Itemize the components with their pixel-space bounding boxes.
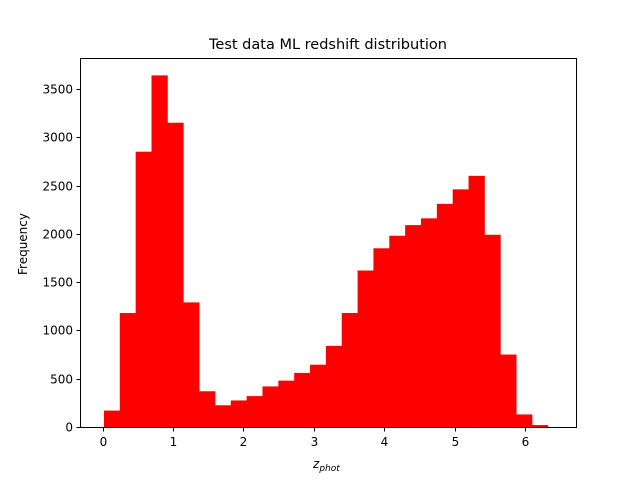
- y-tick-label: 3000: [42, 131, 73, 145]
- y-tick-label: 1500: [42, 276, 73, 290]
- y-tick-label: 1000: [42, 324, 73, 338]
- histogram-bar: [167, 122, 184, 427]
- histogram-bar: [246, 396, 263, 427]
- y-tick-label: 0: [65, 421, 73, 435]
- histogram-bar: [103, 410, 121, 427]
- x-axis-label-main: z: [312, 457, 320, 471]
- histogram-bar: [214, 405, 232, 427]
- y-axis-label: Frequency: [16, 213, 30, 275]
- histogram-bar: [436, 203, 454, 427]
- x-tick-label: 6: [522, 435, 530, 449]
- y-tick-label: 500: [50, 373, 73, 387]
- histogram-bar: [294, 372, 311, 427]
- x-tick-label: 0: [100, 435, 108, 449]
- histogram-bar: [484, 234, 501, 427]
- histogram-bar: [357, 270, 374, 427]
- histogram-bar: [389, 235, 406, 427]
- y-tick-label: 2500: [42, 180, 73, 194]
- histogram-bar: [199, 391, 216, 427]
- y-tick-label: 2000: [42, 228, 73, 242]
- histogram-bar: [452, 189, 469, 427]
- x-tick-label: 2: [240, 435, 248, 449]
- histogram-bar: [278, 380, 295, 427]
- histogram-bar: [405, 225, 422, 427]
- axes: 0 1 2 3 4 5 6 0 500 1000 1500 2000 2500 3000 3500: [42, 58, 577, 449]
- chart-title: Test data ML redshift distribution: [208, 37, 447, 53]
- histogram-bar: [421, 218, 438, 427]
- x-axis-label-subscript: phot: [318, 464, 340, 474]
- plot-frame: [80, 58, 577, 428]
- histogram-bar: [310, 364, 327, 427]
- histogram-bar: [373, 248, 390, 427]
- histogram-bars: [103, 75, 549, 427]
- histogram-bar: [119, 313, 137, 427]
- y-tick-label: 3500: [42, 83, 73, 97]
- histogram-bar: [183, 302, 200, 427]
- histogram-bar: [516, 414, 533, 427]
- histogram-bar: [468, 175, 485, 427]
- histogram-bar: [325, 345, 343, 427]
- histogram-bar: [531, 425, 549, 427]
- histogram-bar: [341, 313, 358, 427]
- histogram-bar: [135, 151, 152, 427]
- histogram-bar: [262, 386, 279, 427]
- histogram-bar: [230, 400, 248, 427]
- histogram-bar: [500, 354, 517, 427]
- x-tick-label: 1: [170, 435, 178, 449]
- x-tick-label: 4: [381, 435, 389, 449]
- x-axis-label: zphot: [312, 457, 340, 474]
- histogram-bar: [151, 75, 168, 427]
- x-tick-label: 3: [311, 435, 319, 449]
- x-tick-label: 5: [452, 435, 460, 449]
